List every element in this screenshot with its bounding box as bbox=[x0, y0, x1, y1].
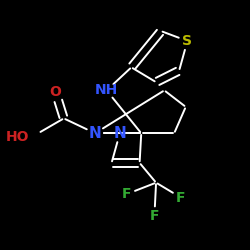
Text: F: F bbox=[176, 190, 186, 204]
Text: N: N bbox=[89, 126, 102, 141]
Text: O: O bbox=[50, 85, 62, 99]
Text: HO: HO bbox=[6, 130, 29, 143]
Text: N: N bbox=[114, 126, 126, 141]
Text: F: F bbox=[122, 187, 131, 201]
Text: F: F bbox=[150, 209, 159, 223]
Text: NH: NH bbox=[95, 84, 118, 98]
Text: S: S bbox=[182, 34, 192, 48]
